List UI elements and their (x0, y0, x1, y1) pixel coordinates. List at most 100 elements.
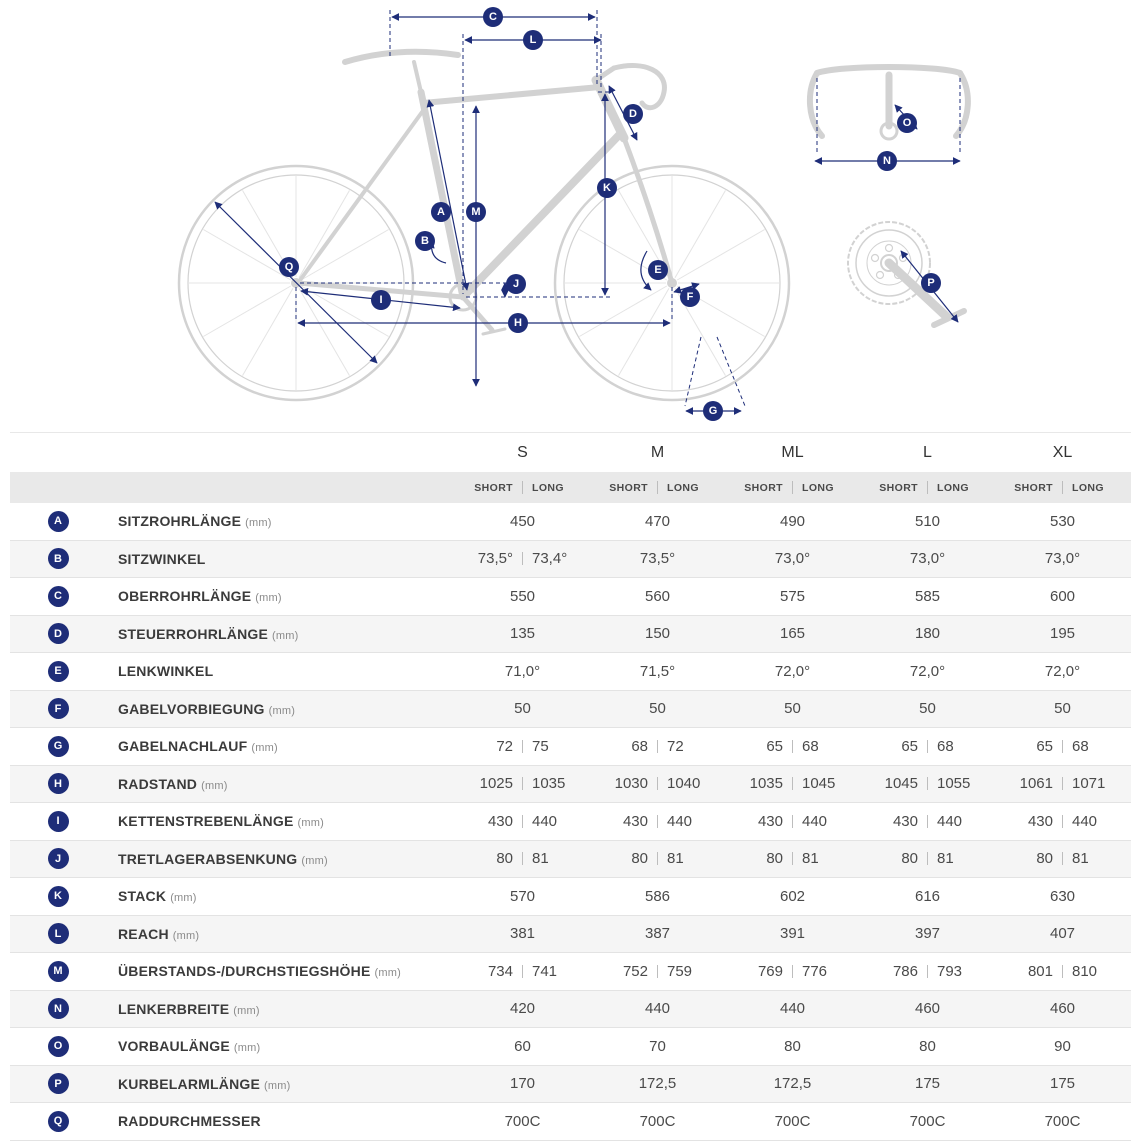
variant-long-label: LONG (937, 481, 969, 494)
value: 50 (784, 700, 801, 718)
row-label-text: GABELVORBIEGUNG (118, 700, 265, 717)
value-cell: 65 68 (995, 738, 1130, 755)
table-row: Q RADDURCHMESSER 700C 700C 700C 700C 700C (10, 1103, 1131, 1141)
row-unit: (mm) (272, 629, 299, 642)
value-cell: 70 (590, 1038, 725, 1055)
stem (593, 65, 617, 83)
value-cell: 80 81 (455, 850, 590, 867)
value: 602 (779, 887, 806, 905)
row-marker-cell: C (10, 585, 106, 607)
value: 80 (919, 1037, 936, 1055)
geometry-table: S M ML L XL SHORT LONG SHORT LONG SHORT LONG SHORT… (0, 432, 1142, 1141)
value: 570 (509, 887, 536, 905)
row-marker-cell: H (10, 773, 106, 795)
row-marker-cell: I (10, 810, 106, 832)
row-label-text: ÜBERSTANDS-/DURCHSTIEGSHÖHE (118, 963, 371, 980)
value: 430 (487, 812, 513, 830)
value: 170 (509, 1075, 536, 1093)
value-cell: 801 810 (995, 963, 1130, 980)
variant-short-label: SHORT (1014, 481, 1053, 494)
value-separator (1062, 739, 1063, 753)
value-cell: 1035 1045 (725, 775, 860, 792)
row-marker-cell: M (10, 960, 106, 982)
value: 585 (914, 587, 941, 605)
value-cell: 50 (995, 700, 1130, 717)
row-unit: (mm) (374, 967, 401, 980)
row-marker-badge: G (47, 735, 69, 757)
marker-Q-badge: Q (279, 257, 299, 277)
row-label: RADDURCHMESSER (106, 1113, 455, 1129)
row-unit: (mm) (233, 1004, 260, 1017)
bike-geometry-diagram: C L D K A M B Q E F J I H G N O P (0, 0, 1142, 432)
row-label-text: LENKERBREITE (118, 1000, 230, 1017)
marker-G-badge: G (703, 401, 723, 421)
marker-letter: P (927, 277, 934, 289)
value: 741 (532, 962, 558, 980)
value: 50 (1054, 700, 1071, 718)
value: 1061 (1019, 775, 1053, 793)
value: 65 (1036, 737, 1053, 755)
value: 630 (1049, 887, 1076, 905)
value-cell: 80 81 (860, 850, 995, 867)
row-marker-cell: L (10, 923, 106, 945)
value: 801 (1027, 962, 1053, 980)
value: 80 (766, 850, 783, 868)
value: 1045 (884, 775, 918, 793)
marker-letter: F (687, 291, 694, 303)
value: 175 (914, 1075, 941, 1093)
value-cell: 407 (995, 925, 1130, 942)
row-label-text: KETTENSTREBENLÄNGE (118, 813, 294, 830)
row-label-text: OBERROHRLÄNGE (118, 588, 252, 605)
value-cell: 585 (860, 588, 995, 605)
value-cell: 73,0° (995, 550, 1130, 567)
variant-header-cell: SHORT LONG (455, 481, 590, 494)
value-cell: 616 (860, 888, 995, 905)
seat-stay (296, 106, 427, 285)
row-unit: (mm) (233, 1042, 261, 1055)
marker-letter: H (514, 317, 522, 329)
table-row: M ÜBERSTANDS-/DURCHSTIEGSHÖHE (mm) 734 741 75… (10, 953, 1131, 991)
row-unit: (mm) (245, 517, 272, 530)
row-unit: (mm) (301, 854, 328, 867)
value-cell: 1061 1071 (995, 775, 1130, 792)
value: 616 (914, 887, 941, 905)
row-label-text: KURBELARMLÄNGE (118, 1075, 261, 1092)
value: 575 (779, 587, 806, 605)
value-cell: 430 440 (860, 813, 995, 830)
table-row: K STACK (mm) 570 586 602 616 630 (10, 878, 1131, 916)
row-unit: (mm) (172, 929, 200, 942)
table-row: E LENKWINKEL 71,0° 71,5° 72,0° 72,0° 72,0° (10, 653, 1131, 691)
value-cell: 630 (995, 888, 1130, 905)
value-cell: 397 (860, 925, 995, 942)
variant-separator (927, 481, 928, 494)
value-separator (927, 964, 928, 978)
variant-header-cell: SHORT LONG (860, 481, 995, 494)
value: 73,5° (477, 550, 513, 568)
value: 586 (644, 887, 671, 905)
row-marker-cell: O (10, 1035, 106, 1057)
value: 80 (631, 850, 648, 868)
value-separator (792, 964, 793, 978)
value: 50 (649, 700, 666, 718)
value-cell: 172,5 (725, 1075, 860, 1092)
value-cell: 752 759 (590, 963, 725, 980)
value: 81 (532, 850, 549, 868)
top-tube (420, 84, 603, 106)
value: 165 (779, 625, 806, 643)
marker-letter: B (421, 235, 429, 247)
value-cell: 72,0° (860, 663, 995, 680)
value: 81 (802, 850, 819, 868)
value-cell: 72 75 (455, 738, 590, 755)
size-column-header: L (923, 443, 932, 461)
wheel-spoke (203, 285, 292, 337)
variant-header-cell: SHORT LONG (725, 481, 860, 494)
value-cell: 460 (860, 1000, 995, 1017)
value-cell: 460 (995, 1000, 1130, 1017)
row-marker-cell: D (10, 623, 106, 645)
marker-letter: A (437, 206, 445, 218)
value-cell: 175 (860, 1075, 995, 1092)
row-label: SITZWINKEL (106, 551, 455, 567)
value-cell: 60 (455, 1038, 590, 1055)
marker-C-badge: C (483, 7, 503, 27)
value-separator (657, 739, 658, 753)
